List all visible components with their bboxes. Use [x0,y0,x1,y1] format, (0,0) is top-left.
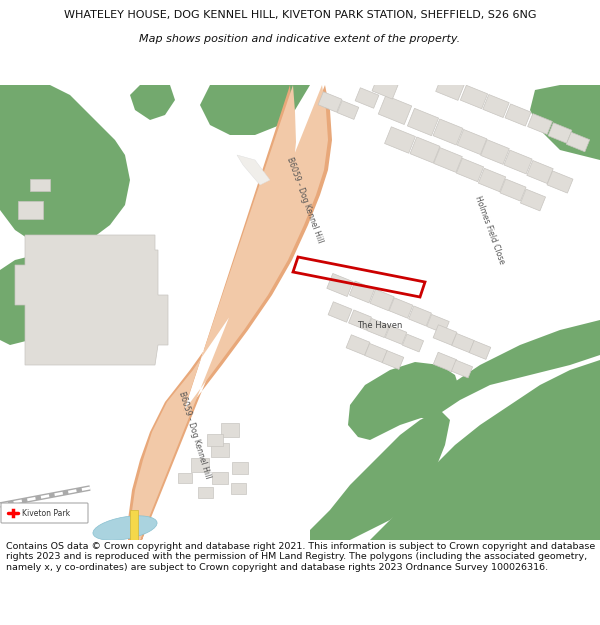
Bar [566,132,590,152]
Polygon shape [410,320,600,420]
Bar [389,298,413,318]
Text: Holmes Field Close: Holmes Field Close [473,194,506,266]
Bar [451,360,473,378]
Polygon shape [130,85,175,120]
Bar [328,302,352,322]
Polygon shape [350,360,600,540]
Bar [232,462,248,474]
Ellipse shape [93,516,157,540]
Bar [410,137,440,163]
Bar [483,94,509,118]
Polygon shape [348,362,460,440]
Polygon shape [15,235,168,365]
Bar [547,171,573,193]
Bar [527,161,553,184]
Polygon shape [530,85,600,160]
Bar [207,434,223,446]
Bar [382,351,404,369]
Text: Contains OS data © Crown copyright and database right 2021. This information is : Contains OS data © Crown copyright and d… [6,542,595,571]
Bar [349,281,374,303]
Bar [481,139,509,164]
Bar [520,189,545,211]
Bar [460,85,488,109]
Text: Kiveton Park: Kiveton Park [22,509,70,518]
Bar [191,458,209,472]
Bar [469,341,491,359]
Text: Map shows position and indicative extent of the property.: Map shows position and indicative extent… [139,34,461,44]
Bar [367,318,389,338]
Polygon shape [0,85,130,245]
Bar [478,168,506,192]
Bar [17,201,43,219]
Text: WHATELEY HOUSE, DOG KENNEL HILL, KIVETON PARK STATION, SHEFFIELD, S26 6NG: WHATELEY HOUSE, DOG KENNEL HILL, KIVETON… [64,10,536,20]
Bar [30,179,50,191]
Bar [427,314,449,334]
Bar [433,352,457,372]
Bar [452,333,474,352]
Bar [372,77,398,99]
Bar [178,473,192,483]
Bar [504,150,532,174]
Bar [327,274,353,296]
Bar [197,486,212,498]
Polygon shape [128,85,332,540]
Bar [337,101,359,119]
Bar [527,114,553,134]
Bar [505,104,531,126]
Bar [346,335,370,355]
Polygon shape [0,255,75,345]
Bar [433,119,463,145]
Bar [409,306,431,326]
Bar [318,92,342,112]
Bar [349,310,371,330]
Bar [385,127,415,153]
Bar [221,423,239,437]
Bar [457,158,484,182]
Bar [434,148,463,173]
Bar [433,325,457,345]
FancyBboxPatch shape [1,503,88,523]
Bar [370,289,394,311]
Bar [500,179,526,201]
Polygon shape [237,155,270,185]
Polygon shape [200,85,310,135]
Bar [211,443,229,457]
Bar [403,334,424,352]
Bar [365,343,387,362]
Bar [436,76,464,101]
Bar [385,326,407,344]
Bar [378,96,412,124]
Bar [407,108,439,136]
Polygon shape [131,85,328,540]
Text: B6059 - Dog Kennel Hill: B6059 - Dog Kennel Hill [178,391,212,479]
Bar [457,129,487,154]
Text: The Haven: The Haven [358,321,403,329]
Text: B6059 - Dog Kennel Hill: B6059 - Dog Kennel Hill [285,156,325,244]
Bar [355,88,379,108]
Bar [130,510,138,540]
Bar [212,472,228,484]
Bar [230,482,245,494]
Bar [548,122,572,143]
Polygon shape [310,410,450,540]
